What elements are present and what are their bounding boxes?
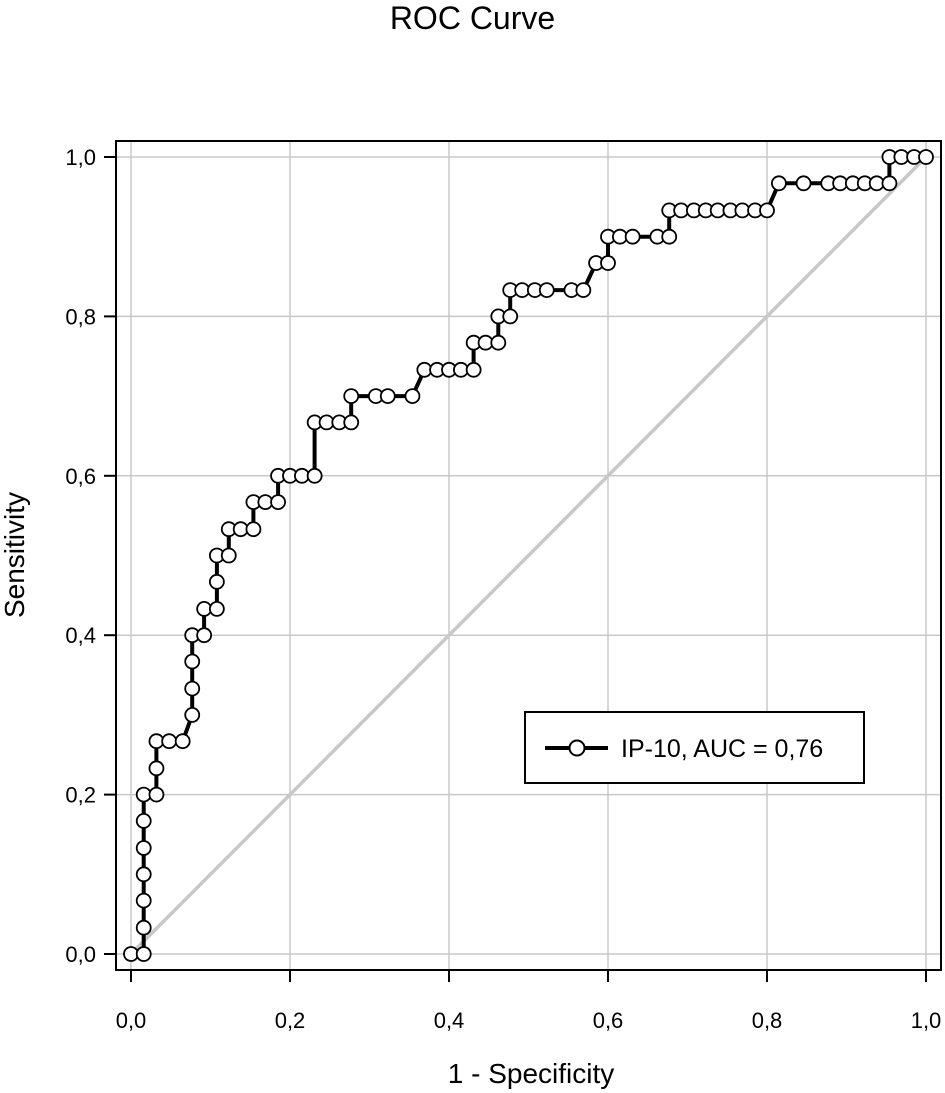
data-point (771, 175, 787, 192)
data-point (490, 334, 507, 351)
data-point (759, 202, 775, 219)
data-point (343, 414, 360, 431)
data-point (135, 946, 152, 962)
data-point (245, 521, 262, 538)
data-point (270, 494, 286, 511)
reference-line-group (129, 155, 928, 956)
data-point (184, 707, 201, 723)
x-tick-label: 0,4 (434, 1008, 465, 1033)
y-tick-label: 0,2 (65, 783, 96, 808)
x-axis-label: 1 - Specificity (447, 1058, 615, 1089)
data-point (502, 308, 519, 325)
data-point (184, 653, 201, 670)
legend-entry-label: IP-10, AUC = 0,76 (621, 735, 823, 763)
y-tick-label: 1,0 (65, 145, 96, 170)
data-point (208, 573, 225, 590)
data-point (148, 786, 165, 803)
y-tick-label: 0,6 (65, 464, 96, 489)
data-point (135, 866, 152, 883)
data-point (135, 892, 152, 909)
data-point (465, 361, 482, 378)
data-point (881, 175, 898, 192)
y-tick-label: 0,0 (65, 942, 96, 967)
data-point (208, 600, 225, 617)
data-point (918, 149, 934, 165)
x-tick-label: 0,2 (275, 1008, 306, 1033)
data-point (148, 760, 165, 777)
x-tick-label: 0,0 (116, 1008, 147, 1033)
legend: IP-10, AUC = 0,76 (524, 711, 865, 784)
data-point (306, 467, 323, 484)
grid (116, 141, 941, 970)
data-point (538, 282, 555, 298)
legend-marker-swatch (568, 739, 586, 757)
data-point (196, 627, 213, 644)
data-point (661, 228, 678, 245)
x-axis: 0,0 0,2 0,4 0,6 0,8 1,0 (116, 970, 942, 1033)
data-point (795, 175, 812, 192)
reference-diagonal-line (129, 155, 928, 956)
data-point (220, 547, 237, 564)
data-point (135, 813, 152, 829)
series-group (123, 149, 934, 962)
y-tick-label: 0,8 (65, 304, 96, 329)
x-tick-label: 0,8 (752, 1008, 783, 1033)
data-point (575, 282, 592, 298)
data-point (600, 255, 616, 271)
data-point (379, 388, 396, 405)
data-point (184, 680, 201, 697)
x-tick-label: 0,6 (593, 1008, 624, 1033)
y-axis: 0,0 0,2 0,4 0,6 0,8 1,0 (65, 145, 116, 967)
data-point (135, 840, 152, 856)
data-point (135, 919, 152, 936)
chart-title: ROC Curve (389, 0, 556, 36)
data-point (624, 228, 641, 245)
y-tick-label: 0,4 (65, 623, 96, 648)
data-point (404, 388, 421, 405)
data-point (174, 733, 191, 750)
data-point (343, 388, 360, 405)
plot-frame (115, 140, 942, 971)
data-point (161, 733, 178, 750)
x-tick-label: 1,0 (911, 1008, 942, 1033)
